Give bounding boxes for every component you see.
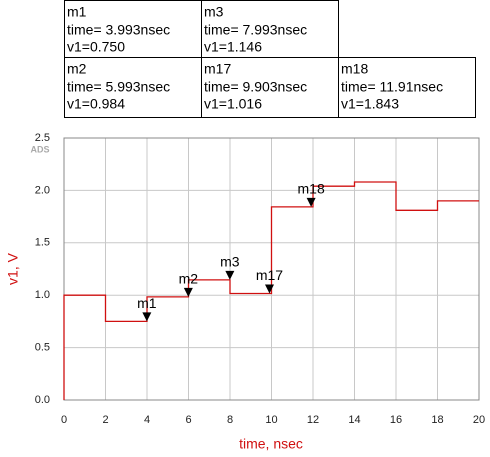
x-tick-label: 10 bbox=[265, 414, 277, 426]
y-tick-label: 1.5 bbox=[35, 237, 50, 249]
marker-box-name: m18 bbox=[341, 61, 368, 77]
marker-box-value: v1=1.146 bbox=[204, 39, 262, 55]
x-tick-label: 14 bbox=[348, 414, 360, 426]
marker-label: m1 bbox=[137, 295, 157, 311]
x-tick-label: 0 bbox=[61, 414, 67, 426]
y-tick-label: 2.5 bbox=[35, 132, 50, 144]
marker-box-name: m2 bbox=[67, 61, 87, 77]
x-tick-label: 16 bbox=[390, 414, 402, 426]
y-tick-label: 2.0 bbox=[35, 184, 50, 196]
brand-label: ADS bbox=[30, 144, 49, 154]
x-tick-label: 12 bbox=[307, 414, 319, 426]
x-tick-label: 2 bbox=[102, 414, 108, 426]
marker-box-name: m1 bbox=[67, 4, 87, 20]
marker-box bbox=[201, 57, 339, 118]
marker-box-time: time= 7.993nsec bbox=[204, 22, 307, 38]
marker-label: m3 bbox=[220, 254, 240, 270]
marker-triangle bbox=[142, 312, 152, 322]
x-tick-label: 20 bbox=[473, 414, 485, 426]
x-tick-label: 18 bbox=[431, 414, 443, 426]
marker-box-time: time= 3.993nsec bbox=[67, 22, 170, 38]
marker-box-time: time= 5.993nsec bbox=[67, 79, 170, 95]
marker-label: m18 bbox=[298, 181, 325, 197]
marker-triangle bbox=[306, 197, 316, 207]
marker-box-value: v1=0.750 bbox=[67, 39, 125, 55]
marker-box-value: v1=0.984 bbox=[67, 96, 125, 112]
x-tick-label: 8 bbox=[227, 414, 233, 426]
marker-box-name: m17 bbox=[204, 61, 231, 77]
y-tick-label: 0.5 bbox=[35, 342, 50, 354]
marker-label: m2 bbox=[179, 271, 199, 287]
marker-triangle bbox=[225, 270, 235, 280]
plot-frame bbox=[63, 137, 480, 401]
x-tick-label: 6 bbox=[185, 414, 191, 426]
y-axis-title: v1, V bbox=[5, 252, 21, 285]
x-axis-title: time, nsec bbox=[239, 436, 303, 452]
marker-box-value: v1=1.843 bbox=[341, 96, 399, 112]
y-tick-label: 1.0 bbox=[35, 289, 50, 301]
marker-box-time: time= 11.91nsec bbox=[341, 79, 443, 95]
marker-box bbox=[338, 57, 476, 118]
marker-triangle bbox=[264, 284, 274, 294]
marker-label: m17 bbox=[256, 267, 283, 283]
marker-box-name: m3 bbox=[204, 4, 224, 20]
marker-triangle bbox=[183, 287, 193, 297]
marker-box bbox=[201, 0, 339, 58]
marker-box-time: time= 9.903nsec bbox=[204, 79, 307, 95]
y-tick-label: 0.0 bbox=[35, 394, 50, 406]
marker-box-value: v1=1.016 bbox=[204, 96, 262, 112]
marker-box bbox=[64, 57, 202, 118]
x-tick-label: 4 bbox=[144, 414, 150, 426]
signal-line bbox=[63, 181, 479, 400]
